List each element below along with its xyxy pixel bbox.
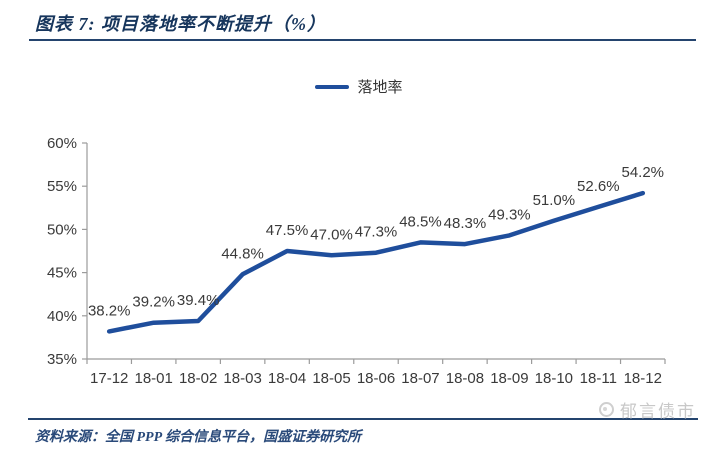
- x-tick-label: 18-01: [135, 370, 173, 387]
- x-tick-label: 18-08: [446, 370, 484, 387]
- data-label: 52.6%: [577, 178, 620, 195]
- title-divider: [29, 39, 696, 41]
- series-line-落地率: [106, 190, 646, 334]
- y-tick-label: 50%: [47, 221, 77, 238]
- data-label: 48.3%: [444, 215, 487, 232]
- data-label: 39.2%: [132, 294, 175, 311]
- data-label: 48.5%: [399, 213, 442, 230]
- x-tick-label: 18-09: [490, 370, 528, 387]
- data-label: 49.3%: [488, 206, 531, 223]
- y-tick-label: 60%: [47, 135, 77, 152]
- watermark-logo-icon: [599, 402, 614, 417]
- x-tick-label: 18-05: [312, 370, 350, 387]
- data-label: 51.0%: [533, 192, 576, 209]
- data-label: 39.4%: [177, 292, 220, 309]
- data-label: 54.2%: [621, 164, 664, 181]
- x-tick-label: 18-10: [535, 370, 573, 387]
- y-tick-label: 40%: [47, 308, 77, 325]
- y-tick-label: 35%: [47, 351, 77, 368]
- x-tick-label: 18-11: [580, 370, 617, 387]
- legend: 落地率: [0, 76, 718, 97]
- x-tick-label: 18-02: [179, 370, 217, 387]
- x-tick-label: 17-12: [90, 370, 128, 387]
- x-tick-label: 18-03: [223, 370, 261, 387]
- watermark: 郁言债市: [599, 397, 696, 422]
- footer-divider: [28, 418, 698, 420]
- y-tick-label: 55%: [47, 178, 77, 195]
- x-tick-label: 18-07: [401, 370, 439, 387]
- chart-title: 图表 7: 项目落地率不断提升（%）: [35, 14, 326, 34]
- data-label: 47.0%: [310, 226, 353, 243]
- x-tick-label: 18-12: [624, 370, 662, 387]
- watermark-text: 郁言债市: [620, 402, 696, 421]
- data-label: 47.5%: [266, 222, 309, 239]
- y-tick-label: 45%: [47, 265, 77, 282]
- x-tick-label: 18-06: [357, 370, 395, 387]
- source-text: 资料来源：全国 PPP 综合信息平台，国盛证券研究所: [35, 430, 362, 445]
- data-label: 44.8%: [221, 245, 264, 262]
- x-tick-label: 18-04: [268, 370, 306, 387]
- legend-line-swatch: [315, 84, 350, 89]
- data-label: 47.3%: [355, 224, 398, 241]
- data-label: 38.2%: [88, 302, 131, 319]
- legend-label: 落地率: [357, 79, 403, 96]
